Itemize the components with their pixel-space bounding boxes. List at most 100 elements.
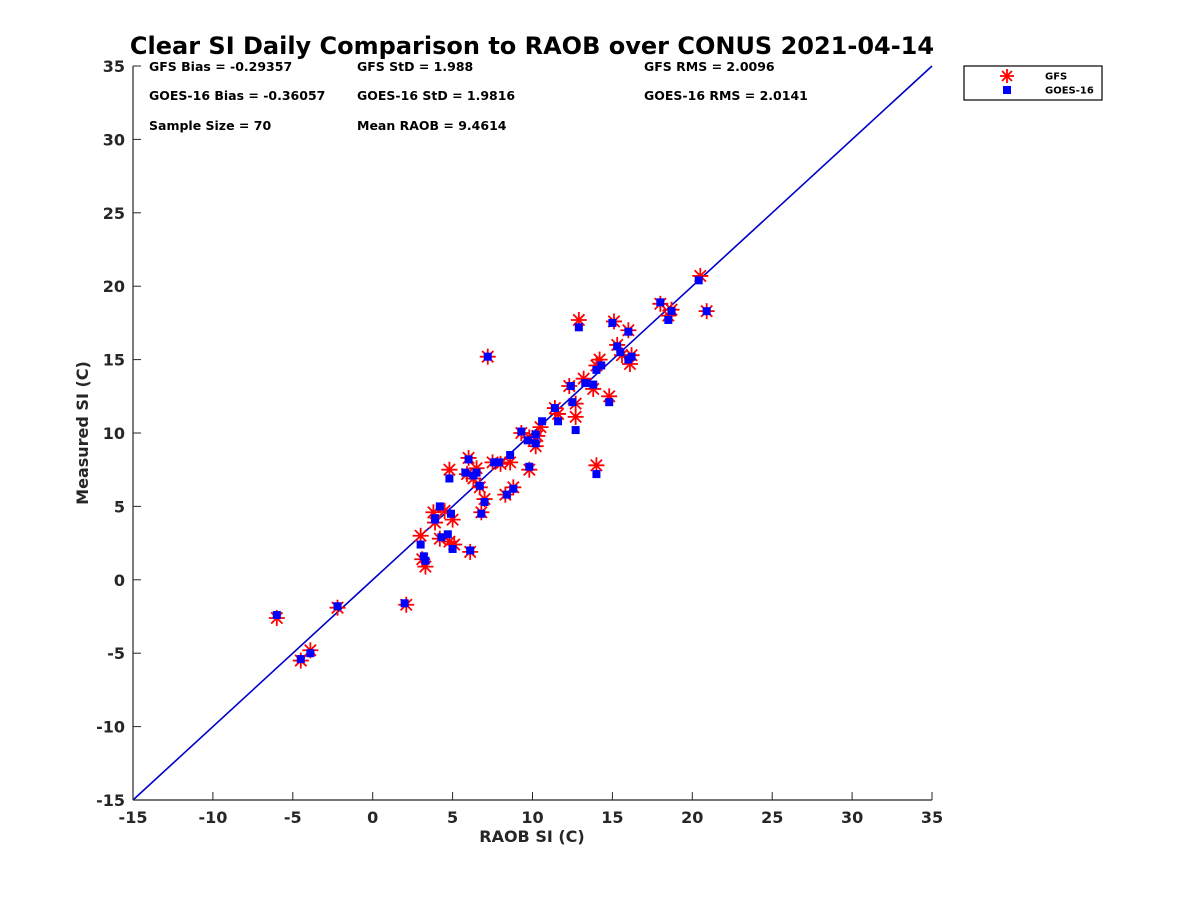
goes-16-point	[416, 540, 425, 549]
x-tick-label: 5	[447, 808, 458, 827]
legend-label-goes-16: GOES-16	[1045, 86, 1094, 97]
stat-annotation: GFS RMS = 2.0096	[644, 59, 775, 74]
y-tick-label: 30	[103, 130, 125, 149]
goes-16-point	[616, 348, 625, 357]
stat-annotation: GFS StD = 1.988	[357, 59, 473, 74]
x-tick-label: 10	[521, 808, 543, 827]
stat-annotation: Mean RAOB = 9.4614	[357, 118, 507, 133]
x-tick-label: 20	[681, 808, 703, 827]
stat-annotation: GFS Bias = -0.29357	[149, 59, 292, 74]
goes-16-point	[421, 556, 430, 565]
goes-16-point	[483, 352, 492, 361]
goes-16-point	[571, 426, 580, 435]
x-tick-label: 0	[367, 808, 378, 827]
goes-16-point	[464, 455, 473, 464]
goes-16-point	[506, 451, 515, 460]
goes-16-point	[490, 458, 499, 467]
goes-16-point	[608, 318, 617, 327]
x-axis-label: RAOB SI (C)	[479, 827, 584, 846]
y-tick-label: -5	[107, 644, 125, 663]
goes-16-point	[550, 404, 559, 413]
goes-16-point	[448, 544, 457, 553]
goes-16-point	[472, 468, 481, 477]
goes-16-point	[494, 458, 503, 467]
y-tick-label: 5	[114, 497, 125, 516]
goes-16-point	[702, 307, 711, 316]
goes-16-point	[477, 509, 486, 518]
goes-16-point	[466, 546, 475, 555]
goes-16-point	[431, 515, 440, 524]
gfs-point	[588, 457, 605, 474]
y-tick-label: 0	[114, 571, 125, 590]
legend-items: GFS GOES-16	[1000, 69, 1094, 97]
y-tick-label: -15	[96, 791, 125, 810]
goes-16-point	[592, 470, 601, 479]
goes-16-point	[435, 502, 444, 511]
x-tick-label: 35	[921, 808, 943, 827]
goes-16-point	[531, 430, 540, 439]
stats-block: GFS Bias = -0.29357 GFS StD = 1.988 GFS RM…	[149, 59, 808, 133]
goes-16-point	[437, 533, 446, 542]
stat-annotation: GOES-16 StD = 1.9816	[357, 88, 515, 103]
gfs-point	[441, 461, 458, 478]
goes-16-point	[445, 474, 454, 483]
goes-16-point	[589, 380, 598, 389]
goes-16-point	[523, 436, 532, 445]
legend: GFS GOES-16	[963, 65, 1103, 101]
goes-16-point	[531, 439, 540, 448]
goes-16-point	[525, 462, 534, 471]
goes-16-point	[502, 490, 511, 499]
y-tick-label: 10	[103, 424, 125, 443]
goes-16-point	[656, 298, 665, 307]
goes-16-point	[566, 382, 575, 391]
goes-16-point	[694, 276, 703, 285]
legend-box	[963, 65, 1103, 101]
gfs-point	[567, 408, 584, 425]
goes-16-point	[480, 497, 489, 506]
goes-16-point	[272, 611, 281, 620]
goes-16-point	[554, 417, 563, 426]
goes-16-point	[475, 481, 484, 490]
goes-16-point	[296, 655, 305, 664]
goes-16-point	[574, 323, 583, 332]
stat-annotation: GOES-16 RMS = 2.0141	[644, 88, 808, 103]
goes-16-point	[538, 417, 547, 426]
x-tick-label: 30	[841, 808, 863, 827]
plot-area: -15 -10 -5 0 5 10 15 20 25 30 35 -15 -10 -5 0 5 10 15 20 2…	[96, 57, 943, 827]
goes-16-point	[627, 352, 636, 361]
y-tick-labels: -15 -10 -5 0 5 10 15 20 25 30 35	[96, 57, 125, 810]
y-tick-label: 35	[103, 57, 125, 76]
y-tick-label: 15	[103, 351, 125, 370]
goes-16-point	[613, 342, 622, 351]
goes-16-point	[419, 552, 428, 561]
x-tick-labels: -15 -10 -5 0 5 10 15 20 25 30 35	[119, 808, 944, 827]
goes-16-point	[581, 379, 590, 388]
goes-16-point	[447, 509, 456, 518]
x-tick-label: 25	[761, 808, 783, 827]
goes-16-point	[333, 602, 342, 611]
legend-label-gfs: GFS	[1045, 72, 1067, 83]
stat-annotation: GOES-16 Bias = -0.36057	[149, 88, 325, 103]
goes-16-point	[400, 599, 409, 608]
x-tick-label: 15	[601, 808, 623, 827]
goes-16-point	[461, 468, 470, 477]
x-tick-label: -15	[119, 808, 148, 827]
x-tick-label: -5	[284, 808, 302, 827]
goes-16-point	[624, 327, 633, 336]
chart-title: Clear SI Daily Comparison to RAOB over C…	[130, 32, 934, 60]
goes-16-point	[667, 307, 676, 316]
goes-16-point	[592, 365, 601, 374]
y-tick-label: -10	[96, 718, 125, 737]
goes-16-point	[664, 315, 673, 324]
goes-16-point	[443, 530, 452, 539]
y-tick-label: 25	[103, 204, 125, 223]
y-tick-label: 20	[103, 277, 125, 296]
points-layer	[268, 267, 715, 669]
y-axis-label: Measured SI (C)	[73, 361, 92, 505]
axes-layer	[132, 65, 933, 801]
goes-16-point	[306, 649, 315, 658]
goes-16-point	[509, 484, 518, 493]
legend-marker-gfs	[1000, 69, 1014, 83]
goes-16-point	[597, 361, 606, 370]
